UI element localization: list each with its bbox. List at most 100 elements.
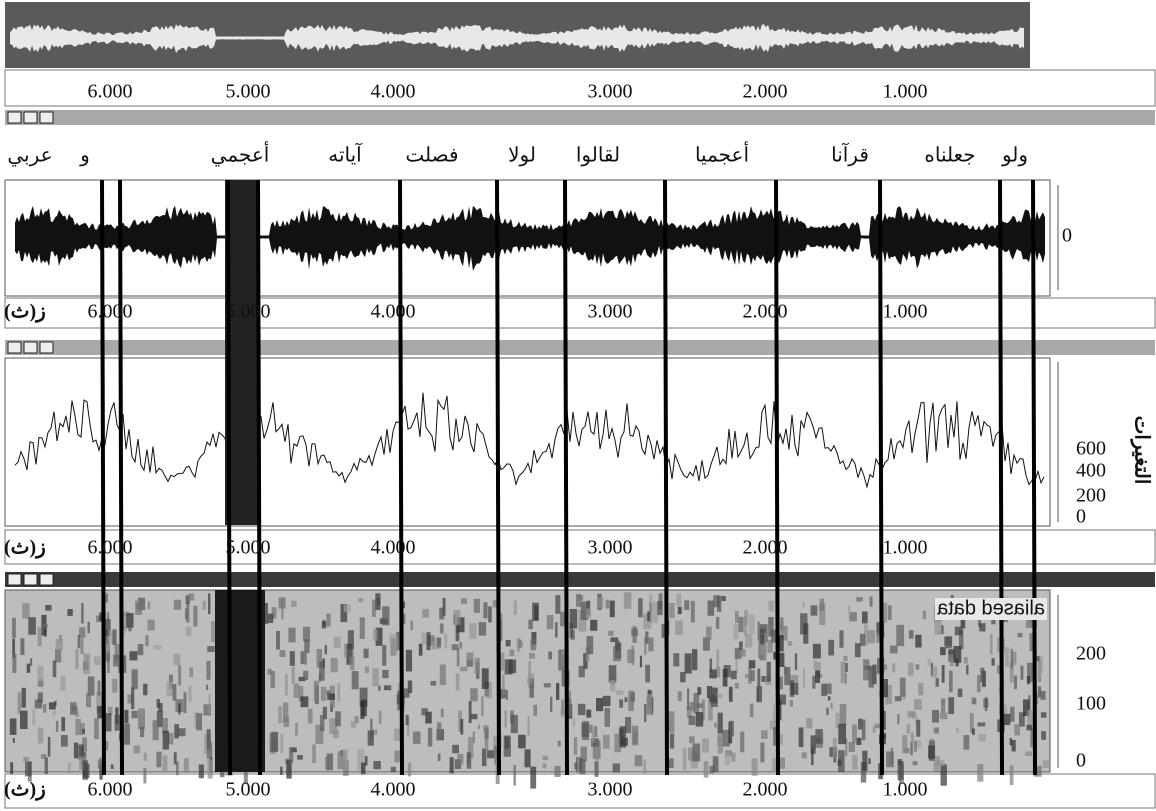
axis-label: 0 <box>1076 750 1086 772</box>
spectrogram-cell <box>946 636 952 648</box>
spectrogram-cell <box>28 617 36 635</box>
spectrogram-cell <box>45 758 48 774</box>
spectrogram-cell <box>613 764 621 773</box>
spectrogram-cell <box>813 660 817 669</box>
spectrogram-cell <box>45 605 51 611</box>
spectrogram-cell <box>632 726 639 746</box>
spectrogram-cell <box>676 594 681 607</box>
word-label: لقالوا <box>576 145 620 167</box>
spectrogram-cell <box>511 715 518 733</box>
spectrogram-cell <box>530 767 536 789</box>
spectrogram-cell <box>38 692 43 702</box>
spectrogram-cell <box>571 630 575 640</box>
spectrogram-cell <box>758 622 760 641</box>
spectrogram-cell <box>483 602 487 618</box>
spectrogram-cell <box>534 606 538 621</box>
axis-label: 200 <box>1076 643 1106 665</box>
word-label: أعجمي <box>211 141 270 167</box>
spectrogram-cell <box>365 667 369 674</box>
spectrogram-cell <box>208 593 210 614</box>
spectrogram-cell <box>577 757 579 772</box>
spectrogram-cell <box>860 634 865 646</box>
spectrogram-cell <box>189 667 193 677</box>
spectrogram-cell <box>1005 647 1009 667</box>
spectrogram-cell <box>326 614 331 627</box>
time-unit: ز(ث) <box>4 779 46 802</box>
spectrogram-cell <box>278 706 282 723</box>
spectrogram-cell <box>531 639 537 650</box>
spectrogram-cell <box>668 711 674 732</box>
spectrogram-cell <box>821 732 824 744</box>
spectrogram-cell <box>74 743 78 759</box>
spectrogram-cell <box>98 681 101 696</box>
spectrogram-cell <box>138 644 144 655</box>
spectrogram-cell <box>784 667 790 685</box>
spectrogram-cell <box>528 716 530 736</box>
spectrogram-cell <box>1041 731 1046 740</box>
time-label: 4.000 <box>371 537 416 559</box>
spectrogram-cell <box>845 673 847 684</box>
spectrogram-cell <box>61 717 65 731</box>
spectrogram-cell <box>915 635 921 648</box>
spectrogram-cell <box>404 688 410 697</box>
spectrogram-cell <box>761 730 768 739</box>
spectrogram-cell <box>30 658 32 666</box>
spectrogram-cell <box>651 602 658 623</box>
spectrogram-cell <box>934 728 939 734</box>
spectrogram-cell <box>505 710 507 727</box>
spectrogram-cell <box>645 631 648 643</box>
spectrogram-cell <box>936 678 939 686</box>
spectrogram-cell <box>802 752 807 758</box>
spectrogram-cell <box>1011 649 1013 669</box>
spectrogram-cell <box>295 723 298 735</box>
spectrogram-cell <box>773 727 776 746</box>
spectrogram-cell <box>207 742 212 759</box>
spectrogram-cell <box>322 621 326 628</box>
spectrogram-cell <box>203 601 206 610</box>
spectrogram-cell <box>132 711 138 718</box>
spectrogram-cell <box>482 668 489 689</box>
spectrogram-cell <box>980 668 984 683</box>
spectrogram-cell <box>454 610 461 625</box>
spectrogram-cell <box>914 699 922 710</box>
segment-boundary <box>102 180 104 775</box>
segment-boundary <box>880 180 882 775</box>
spectrogram-cell <box>964 657 968 663</box>
spectrogram-cell <box>361 700 367 717</box>
spectrogram-cell <box>888 605 892 620</box>
spectrogram-cell <box>838 760 842 766</box>
pitch-panel <box>5 358 1050 526</box>
spectrogram-cell <box>440 665 446 686</box>
spectrogram-cell <box>75 649 78 669</box>
spectrogram-cell <box>292 667 295 684</box>
spectrogram-cell <box>940 647 946 655</box>
spectrogram-cell <box>55 649 61 662</box>
spectrogram-cell <box>941 625 944 634</box>
spectrogram-cell <box>902 735 907 753</box>
spectrogram-cell <box>373 761 380 769</box>
spectrogram-cell <box>373 629 378 641</box>
spectrogram-cell <box>862 612 868 624</box>
spectrogram-cell <box>456 624 460 641</box>
spectrogram-cell <box>586 609 591 619</box>
spectrogram-cell <box>422 633 427 645</box>
spectrogram-cell <box>678 691 682 701</box>
spectrogram-cell <box>550 697 552 712</box>
segment-boundary <box>228 180 230 775</box>
spectrogram-cell <box>949 671 953 692</box>
spectrogram-cell <box>43 624 47 629</box>
time-label: 6.000 <box>88 81 133 103</box>
spectrogram-cell <box>802 602 804 608</box>
spectrogram-cell <box>281 599 283 619</box>
word-label: أعجميا <box>695 141 749 167</box>
spectrogram-cell <box>918 683 923 695</box>
spectrogram-cell <box>375 593 380 610</box>
spectrogram-cell <box>745 674 751 678</box>
spectrogram-cell <box>382 606 389 625</box>
spectrogram-cell <box>916 664 920 669</box>
spectrogram-cell <box>760 743 764 763</box>
spectrogram-cell <box>174 752 177 764</box>
spectrogram-cell <box>440 623 444 633</box>
spectrogram-cell <box>948 649 954 654</box>
spectrogram-cell <box>331 658 338 672</box>
